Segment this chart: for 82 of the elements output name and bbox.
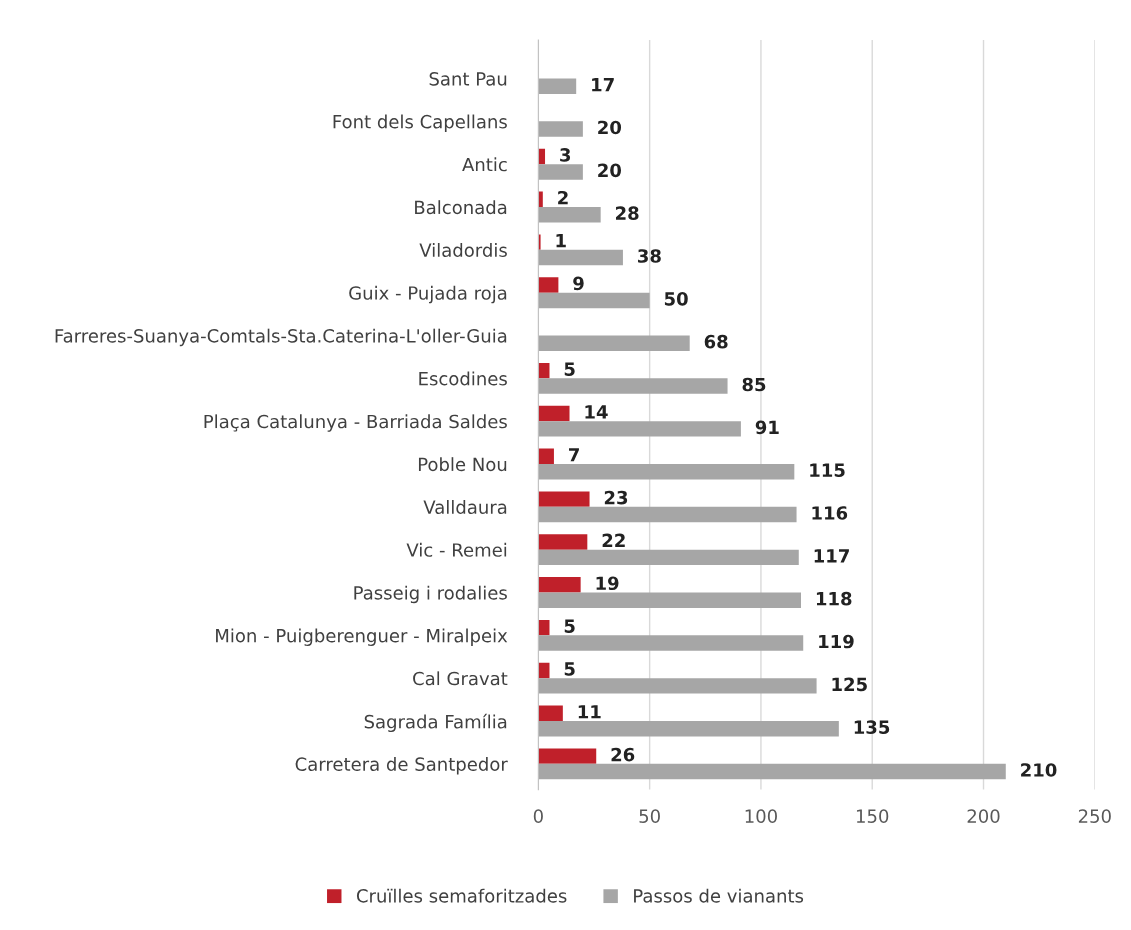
- bar: [538, 705, 563, 722]
- data-label: 125: [832, 677, 867, 692]
- data-label: 20: [598, 163, 622, 178]
- bar: [538, 678, 817, 694]
- y-tick-label: Passeig i rodalies: [354, 585, 507, 604]
- x-tick-label: 150: [856, 809, 889, 823]
- data-label: 50: [664, 292, 688, 306]
- y-tick-label: Poble Nou: [418, 457, 507, 472]
- y-tick-label: Mion - Puigberenguer - Miralpeix: [216, 628, 508, 646]
- bar: [538, 292, 650, 309]
- bar: [538, 378, 728, 394]
- x-tick-label: 100: [745, 809, 777, 823]
- data-label: 118: [816, 591, 852, 606]
- x-tick-label: 250: [1078, 809, 1111, 823]
- y-tick-label: Valldaura: [423, 500, 507, 514]
- y-tick-label: Plaça Catalunya - Barriada Saldes: [204, 414, 507, 432]
- bar: [538, 234, 541, 250]
- y-tick-label: Font dels Capellans: [333, 114, 507, 132]
- y-tick-label: Viladordis: [419, 243, 507, 257]
- data-label: 5: [564, 619, 575, 633]
- x-tick-label: 0: [533, 809, 543, 823]
- data-label: 115: [810, 463, 845, 477]
- data-label: 119: [819, 634, 854, 649]
- data-label: 22: [602, 533, 625, 547]
- y-tick-label: Carretera de Santpedor: [295, 757, 508, 775]
- bar: [538, 763, 1006, 780]
- data-label: 26: [611, 747, 635, 762]
- data-label: 117: [814, 549, 849, 563]
- data-label: 3: [560, 148, 571, 162]
- data-label: 14: [585, 405, 608, 419]
- bar: [538, 721, 839, 737]
- bar: [538, 448, 554, 465]
- data-label: 20: [598, 120, 622, 135]
- data-label: 210: [1021, 763, 1057, 777]
- data-label: 135: [854, 720, 890, 734]
- data-label: 2: [558, 190, 568, 205]
- bar: [538, 164, 583, 180]
- bar: [538, 405, 570, 422]
- data-label: 23: [604, 490, 628, 505]
- y-tick-label: Antic: [462, 157, 507, 172]
- bar: [538, 207, 601, 223]
- y-tick-label: Guix - Pujada roja: [349, 285, 507, 304]
- data-label: 28: [615, 206, 639, 220]
- bar: [538, 534, 588, 550]
- bar: [538, 577, 581, 593]
- data-label: 38: [638, 249, 661, 263]
- bar: [538, 121, 583, 137]
- data-label: 7: [569, 448, 579, 462]
- y-tick-label: Farreres-Suanya-Comtals-Sta.Caterina-L'oller-Guia: [55, 328, 507, 347]
- bar: [538, 506, 797, 523]
- data-label: 85: [742, 377, 766, 392]
- bar: [538, 464, 795, 480]
- data-label: 11: [578, 705, 601, 719]
- legend-label: Passos de vianants: [634, 888, 804, 903]
- legend-label: Cruïlles semaforitzades: [356, 888, 567, 903]
- data-label: 17: [592, 78, 614, 92]
- data-label: 68: [704, 334, 728, 349]
- bar: [538, 78, 577, 94]
- bar: [538, 592, 801, 608]
- bar: [538, 249, 623, 266]
- data-label: 116: [812, 506, 848, 520]
- bar: [538, 549, 799, 566]
- y-tick-label: Cal Gravat: [413, 671, 508, 686]
- y-tick-label: Escodines: [419, 371, 507, 386]
- data-label: 9: [573, 276, 584, 291]
- data-label: 19: [596, 576, 619, 591]
- data-label: 5: [564, 362, 575, 376]
- y-tick-label: Balconada: [415, 200, 507, 215]
- data-label: 1: [556, 233, 566, 248]
- y-tick-label: Vic - Remei: [406, 542, 507, 557]
- y-tick-label: Sagrada Família: [364, 713, 507, 733]
- bar: [538, 491, 590, 507]
- bar: [538, 421, 741, 437]
- bar: [538, 635, 804, 651]
- bar: [538, 748, 597, 764]
- data-label: 5: [564, 662, 575, 676]
- data-label: 91: [755, 420, 779, 435]
- x-tick-label: 50: [639, 809, 660, 823]
- bar: [538, 277, 559, 293]
- y-tick-label: Sant Pau: [429, 72, 507, 86]
- bar: [538, 335, 690, 351]
- x-tick-label: 200: [967, 809, 1000, 823]
